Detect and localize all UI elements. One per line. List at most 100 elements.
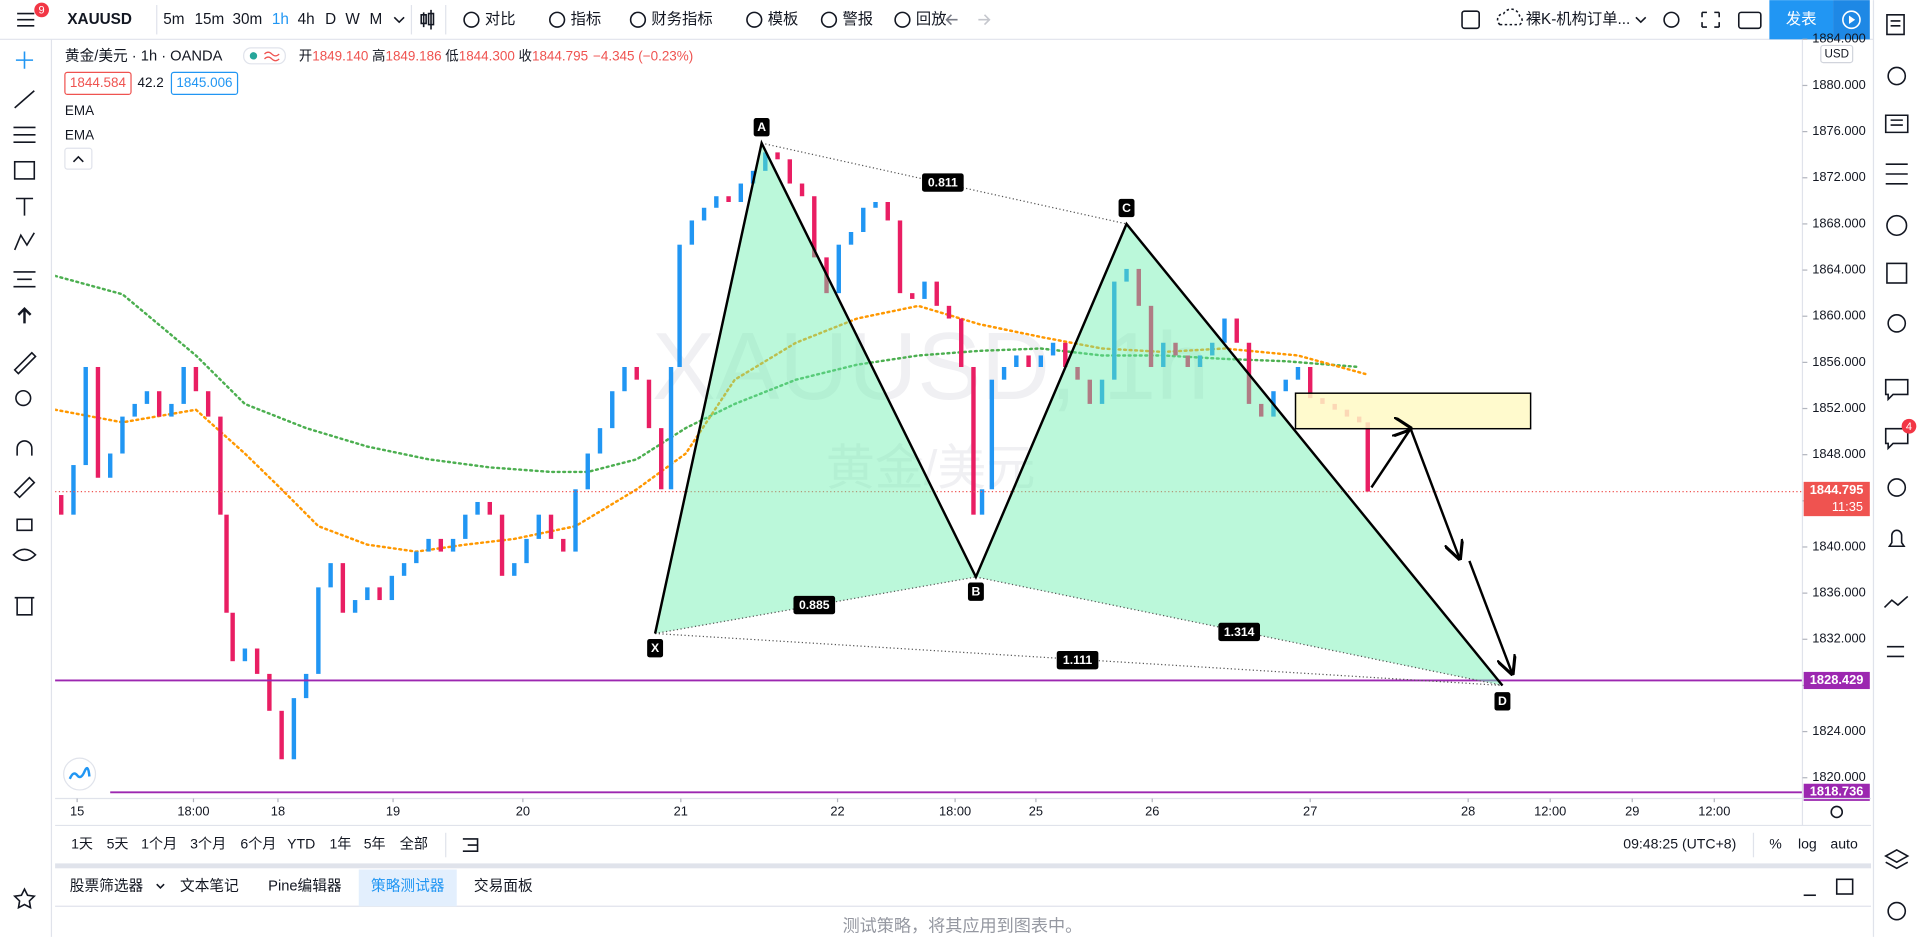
interval[interactable]: 4h xyxy=(298,11,315,28)
interval-dropdown[interactable] xyxy=(393,16,405,24)
bid[interactable]: 1844.584 xyxy=(70,75,127,90)
redo[interactable] xyxy=(978,14,991,26)
panel-tab[interactable]: 股票筛选器 xyxy=(70,878,144,895)
visibility-tool[interactable] xyxy=(12,548,37,562)
news[interactable] xyxy=(1884,114,1909,134)
toolbar-button[interactable]: 对比 xyxy=(485,11,516,28)
range-button[interactable]: 5天 xyxy=(107,836,129,852)
settings[interactable] xyxy=(1663,11,1680,28)
projection-arrow[interactable] xyxy=(1370,429,1459,559)
menu-button[interactable] xyxy=(17,12,35,27)
interval[interactable]: 5m xyxy=(163,11,184,28)
watchlist[interactable] xyxy=(1886,14,1905,36)
streams[interactable] xyxy=(1887,478,1907,497)
lock-draw-tool[interactable] xyxy=(13,476,36,499)
chats[interactable] xyxy=(1884,378,1909,402)
tab-dropdown[interactable] xyxy=(156,883,165,890)
toolbar-button[interactable]: 警报 xyxy=(842,11,873,28)
measure-tool[interactable] xyxy=(13,351,37,375)
checkbox[interactable] xyxy=(1461,10,1480,30)
layout-dropdown[interactable] xyxy=(1635,16,1647,24)
active-tab[interactable] xyxy=(358,869,457,907)
calendar[interactable] xyxy=(1886,262,1908,284)
interval[interactable]: W xyxy=(345,11,360,28)
x-tick-label: 12:00 xyxy=(1698,803,1730,818)
lock-tool[interactable] xyxy=(16,518,33,532)
bid-box[interactable] xyxy=(64,71,132,96)
x-tick-label: 22 xyxy=(830,803,844,818)
indicator-name[interactable]: EMA xyxy=(65,103,94,118)
maximize-panel[interactable] xyxy=(1835,878,1854,895)
range-button[interactable]: 1年 xyxy=(329,836,351,852)
panel-tab[interactable]: 交易面板 xyxy=(474,877,533,895)
panel-tab[interactable]: Pine编辑器 xyxy=(268,878,342,895)
interval[interactable]: 15m xyxy=(195,11,225,28)
interval[interactable]: 30m xyxy=(232,11,262,28)
hotlists[interactable] xyxy=(1886,214,1908,237)
toolbar-icon[interactable] xyxy=(894,11,911,28)
toolbar-icon[interactable] xyxy=(746,11,763,28)
range-button[interactable]: 5年 xyxy=(364,836,386,852)
rectangle-zone[interactable] xyxy=(1294,392,1532,430)
interval[interactable]: M xyxy=(370,11,383,28)
favorites[interactable] xyxy=(12,887,36,910)
panel-tab[interactable]: 文本笔记 xyxy=(180,878,239,895)
object-tree[interactable] xyxy=(1886,645,1905,658)
panel-tab[interactable]: 策略测试器 xyxy=(371,878,445,895)
collapse-legend[interactable] xyxy=(64,147,93,170)
help[interactable] xyxy=(1887,901,1907,921)
toolbar-button[interactable]: 指标 xyxy=(571,11,602,28)
scale-option[interactable]: log xyxy=(1798,836,1817,852)
pattern-tool[interactable] xyxy=(13,232,35,251)
ask-box[interactable] xyxy=(170,71,239,96)
cursor-tool[interactable] xyxy=(17,306,32,324)
candle xyxy=(1148,305,1154,367)
ask[interactable]: 1845.006 xyxy=(176,75,232,90)
fib-tool[interactable] xyxy=(13,126,36,143)
undo[interactable] xyxy=(945,14,958,26)
range-button[interactable]: 3个月 xyxy=(190,836,226,852)
delete-tool[interactable] xyxy=(14,596,35,616)
publish-button[interactable] xyxy=(1769,0,1834,40)
layout-name[interactable]: 裸K-机构订单... xyxy=(1526,11,1631,28)
layers[interactable] xyxy=(1884,849,1910,870)
text-tool[interactable] xyxy=(15,197,34,216)
range-button[interactable]: 1天 xyxy=(71,836,93,852)
ideas[interactable] xyxy=(1887,314,1907,333)
prediction-tool[interactable] xyxy=(13,271,36,288)
data-window[interactable] xyxy=(1885,163,1908,185)
shape-tool[interactable] xyxy=(13,160,36,180)
go-to-date[interactable] xyxy=(462,838,479,852)
magnet-tool[interactable] xyxy=(16,440,33,456)
scale-option[interactable]: % xyxy=(1769,836,1782,852)
axis-settings[interactable] xyxy=(1830,805,1844,819)
notifications[interactable] xyxy=(1887,529,1906,548)
publish-label[interactable]: 发表 xyxy=(1786,11,1817,28)
alerts[interactable] xyxy=(1887,66,1907,86)
crosshair-tool[interactable] xyxy=(15,51,34,69)
toolbar-icon[interactable] xyxy=(629,11,647,28)
toolbar-icon[interactable] xyxy=(463,11,480,28)
range-button[interactable]: 6个月 xyxy=(240,836,276,852)
scale-option[interactable]: auto xyxy=(1830,836,1858,852)
interval[interactable]: D xyxy=(325,11,336,28)
toolbar-button[interactable]: 回放 xyxy=(916,11,947,28)
trading[interactable] xyxy=(1883,595,1909,609)
range-button[interactable]: 全部 xyxy=(400,836,428,852)
fullscreen[interactable] xyxy=(1701,11,1720,28)
toolbar-icon[interactable] xyxy=(549,11,566,28)
range-button[interactable]: YTD xyxy=(287,836,315,852)
snapshot[interactable] xyxy=(1737,11,1762,30)
pattern-line[interactable] xyxy=(653,139,1504,687)
toolbar-icon[interactable] xyxy=(820,11,838,28)
indicator-name[interactable]: EMA xyxy=(65,128,94,143)
toolbar-button[interactable]: 财务指标 xyxy=(651,11,712,28)
range-button[interactable]: 1个月 xyxy=(141,836,177,852)
interval[interactable]: 1h xyxy=(272,11,289,28)
zoom-tool[interactable] xyxy=(15,389,32,407)
projection-arrow[interactable] xyxy=(1468,560,1512,674)
symbol[interactable]: XAUUSD xyxy=(67,11,132,28)
chart-type-button[interactable] xyxy=(420,9,435,30)
trend-line-tool[interactable] xyxy=(14,90,35,109)
toolbar-button[interactable]: 模板 xyxy=(768,10,799,28)
